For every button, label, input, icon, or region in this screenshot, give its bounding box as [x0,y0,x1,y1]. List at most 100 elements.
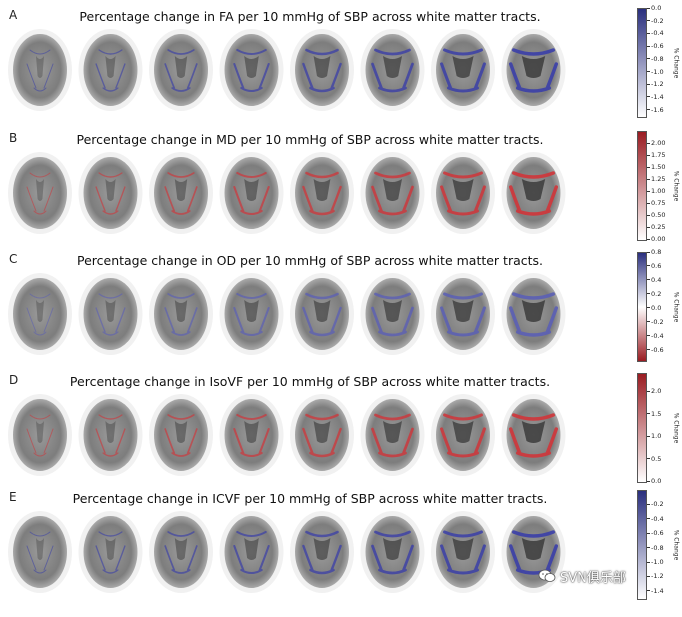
tract-overlay [440,530,486,575]
ventricle [105,538,116,560]
brain-tissue [154,278,208,350]
colorbar-tick: 1.25 [647,176,665,183]
colorbar-tick: 0.0 [647,5,661,12]
ventricle [174,300,188,322]
brain-slice [8,273,72,355]
tract-overlay [164,293,198,336]
colorbar-tick: 0.75 [647,200,665,207]
colorbar-tick: -0.4 [647,30,664,37]
colorbar-tick: -0.8 [647,55,664,63]
ventricle [313,421,331,443]
colorbar-tick: -0.2 [647,318,664,326]
brain-slice [219,29,284,111]
tract-overlay [508,530,559,575]
brain-slice [219,273,284,355]
colorbar [637,252,647,362]
panel-title: Percentage change in OD per 10 mmHg of S… [76,253,544,268]
colorbar-tick: 0.50 [647,212,665,219]
colorbar-tick: 0.5 [647,455,661,463]
brain-slice [8,511,72,593]
brain-tissue [83,399,138,471]
colorbar-ticks: 2.00 1.75 1.50 1.25 1.00 0.75 0.50 0.25 0.00 [647,131,677,243]
colorbar-ticks: 0.0 -0.2 -0.4 -0.6 -0.8 -1.0 -1.2 -1.4 -1.6 [647,5,677,118]
panel-d: D Percentage change in IsoVF per 10 mmHg… [0,373,682,492]
brain-slice [8,394,72,476]
tract-overlay [302,413,342,458]
panel-a: A Percentage change in FA per 10 mmHg of… [0,5,682,127]
ventricle [174,56,188,78]
panel-e: E Percentage change in ICVF per 10 mmHg … [0,490,682,609]
panel-title: Percentage change in FA per 10 mmHg of S… [79,9,541,24]
brain-slice [290,273,354,355]
ventricle [521,179,546,201]
brain-tissue [13,516,67,588]
colorbar-tick: -0.6 [647,346,664,354]
ventricle [174,421,188,443]
brain-tissue [13,157,67,229]
brain-slices-row [8,511,566,593]
colorbar-tick: 0.0 [647,304,661,312]
brain-slice [431,511,495,593]
brain-slice [149,394,213,476]
ventricle [383,56,402,78]
colorbar-tick: 0.00 [647,236,665,243]
brain-slices-row [8,152,566,234]
panel-letter: D [9,373,19,387]
brain-tissue [154,399,208,471]
colorbar-tick: -0.6 [647,530,664,537]
brain-slice [431,273,495,355]
ventricle [452,421,474,443]
brain-slice [78,394,143,476]
tract-overlay [371,171,414,216]
ventricle [452,179,474,201]
tract-overlay [440,292,486,337]
tract-overlay [26,172,54,215]
colorbar-tick: -0.4 [647,332,664,340]
colorbar-tick: 0.8 [647,249,661,256]
ventricle [383,300,402,322]
panel-title: Percentage change in IsoVF per 10 mmHg o… [69,374,551,389]
tract-overlay [440,48,486,93]
panel-c: C Percentage change in OD per 10 mmHg of… [0,249,682,371]
tract-overlay [508,48,559,93]
colorbar-tick: -0.6 [647,43,664,50]
panel-b: B Percentage change in MD per 10 mmHg of… [0,131,682,250]
panel-letter: E [9,490,17,504]
colorbar [637,373,647,483]
colorbar-tick: 1.75 [647,152,665,159]
brain-slice [149,29,213,111]
ventricle [383,179,402,201]
watermark-text: SVN俱乐部 [560,570,626,586]
tract-overlay [233,292,270,337]
ventricle [36,538,44,560]
ventricle [105,300,116,322]
brain-tissue [13,399,67,471]
brain-slice [360,273,425,355]
colorbar-tick: 1.50 [647,164,665,171]
tract-overlay [164,172,198,215]
colorbar-ticks: -0.2 -0.4 -0.6 -0.8 -1.0 -1.2 -1.4 [647,490,677,600]
colorbar [637,490,647,600]
tract-overlay [26,49,54,92]
tract-overlay [26,531,54,574]
colorbar-tick: -0.4 [647,515,664,523]
ventricle [244,300,259,322]
brain-slice [290,394,354,476]
colorbar-tick: 0.0 [647,478,661,485]
brain-tissue [13,278,67,350]
ventricle [105,179,116,201]
brain-slice [290,29,354,111]
ventricle [174,179,188,201]
tract-overlay [233,413,270,458]
ventricle [244,56,259,78]
brain-slice [8,29,72,111]
ventricle [521,56,546,78]
colorbar-tick: -1.0 [647,559,664,566]
tract-overlay [233,530,270,575]
ventricle [521,538,546,560]
ventricle [244,179,259,201]
brain-slice [219,394,284,476]
colorbar-label: % Change [672,170,680,202]
brain-tissue [154,516,208,588]
colorbar-tick: 1.0 [647,433,661,440]
